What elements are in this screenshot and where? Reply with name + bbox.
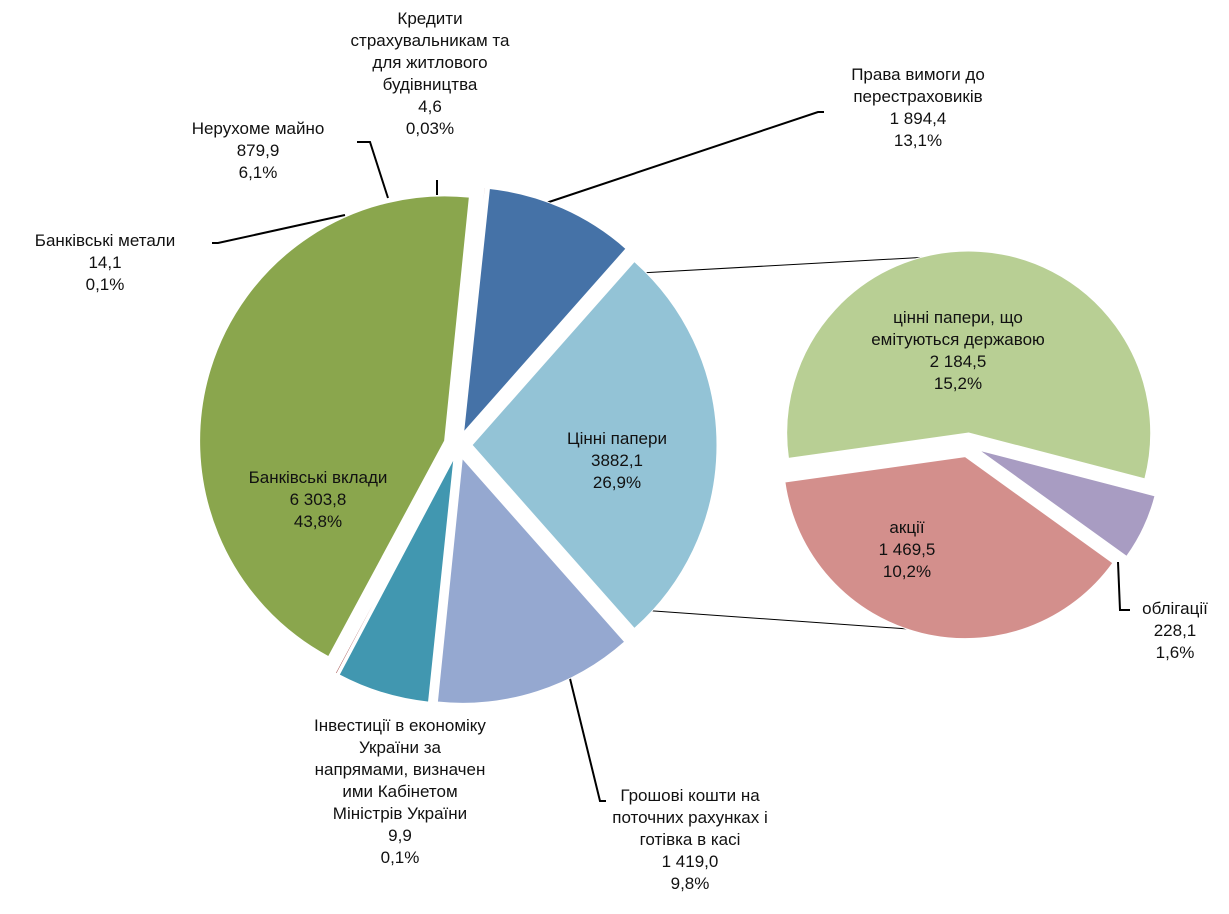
category-name: Грошові кошти на поточних рахунках і гот… — [612, 786, 768, 849]
value-label: 4,6 — [418, 97, 442, 116]
leader-line — [357, 141, 389, 199]
percent-label: 0,1% — [380, 848, 420, 867]
value-label: 3882,1 — [591, 451, 643, 470]
data-label: Права вимоги до перестраховиків 1 894,4 13… — [851, 64, 985, 152]
value-label: 1 419,0 — [661, 852, 719, 871]
data-label: Грошові кошти на поточних рахунках і гот… — [612, 785, 768, 895]
value-label: 2 184,5 — [929, 352, 987, 371]
percent-label: 9,8% — [670, 874, 710, 893]
pie-slice — [784, 456, 1114, 640]
pie-slice — [430, 458, 458, 704]
leader-line — [539, 111, 824, 206]
connector-line — [639, 254, 966, 274]
percent-label: 10,2% — [882, 562, 932, 581]
value-label: 879,9 — [236, 141, 280, 160]
category-name: Права вимоги до перестраховиків — [851, 65, 985, 106]
pie-slice — [978, 449, 1156, 558]
category-name: цінні папери, що емітуються державою — [871, 308, 1045, 349]
value-label: 6 303,8 — [289, 490, 347, 509]
category-name: Цінні папери — [567, 429, 667, 448]
pie-slice — [786, 250, 1152, 480]
data-label: Інвестиції в економіку України за напрям… — [314, 715, 486, 869]
percent-label: 13,1% — [893, 131, 943, 150]
percent-label: 1,6% — [1155, 643, 1195, 662]
leader-line — [1117, 561, 1130, 611]
percent-label: 0,03% — [405, 119, 455, 138]
data-label: Банківські вклади 6 303,8 43,8% — [249, 467, 388, 533]
data-label: облігації 228,1 1,6% — [1142, 598, 1208, 664]
category-name: Кредити страхувальникам та для житлового… — [350, 9, 510, 94]
data-label: цінні папери, що емітуються державою 2 18… — [871, 307, 1045, 395]
pie-slice — [436, 457, 626, 704]
pie-slice — [462, 187, 627, 434]
percent-label: 0,1% — [85, 275, 125, 294]
pie-slice — [199, 195, 470, 658]
pie-slice — [458, 186, 486, 432]
data-label: Нерухоме майно 879,9 6,1% — [192, 118, 325, 184]
pie-slice — [338, 458, 455, 703]
category-name: Банківські метали — [34, 231, 176, 250]
pie-slice — [471, 260, 718, 630]
value-label: 14,1 — [88, 253, 122, 272]
leader-line — [562, 649, 606, 802]
data-label: акції 1 469,5 10,2% — [879, 517, 936, 583]
data-label: Кредити страхувальникам та для житлового… — [351, 8, 510, 140]
data-label: Цінні папери 3882,1 26,9% — [567, 428, 667, 494]
category-name: Інвестиції в економіку України за напрям… — [314, 716, 486, 823]
category-name: облігації — [1142, 599, 1208, 618]
data-label: Банківські метали 14,1 0,1% — [35, 230, 175, 296]
percent-label: 15,2% — [933, 374, 983, 393]
category-name: Банківські вклади — [248, 468, 388, 487]
category-name: Нерухоме майно — [191, 119, 325, 138]
value-label: 1 894,4 — [889, 109, 947, 128]
percent-label: 6,1% — [238, 163, 278, 182]
value-label: 9,9 — [388, 826, 412, 845]
percent-label: 26,9% — [592, 473, 642, 492]
percent-label: 43,8% — [293, 512, 343, 531]
pie-slice — [334, 457, 452, 675]
value-label: 1 469,5 — [878, 540, 936, 559]
leader-line — [212, 214, 346, 244]
category-name: акції — [889, 518, 925, 537]
value-label: 228,1 — [1153, 621, 1197, 640]
